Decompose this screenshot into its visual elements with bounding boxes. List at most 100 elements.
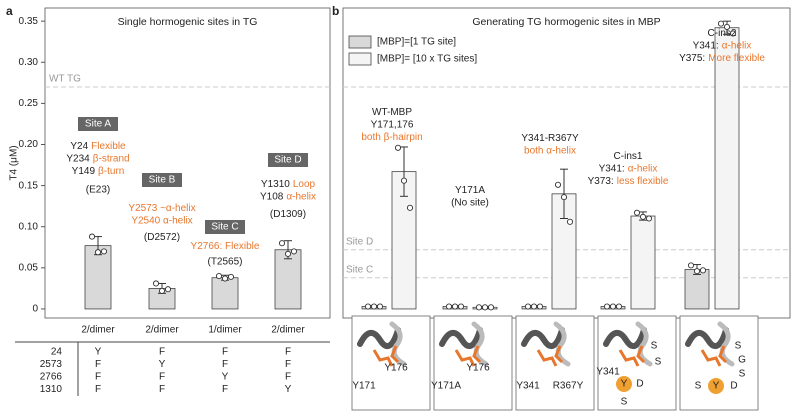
- annotation-segment: α-helix: [722, 40, 752, 51]
- x-tick-label: 1/dimer: [208, 325, 242, 336]
- x-tick-label: 2/dimer: [271, 325, 305, 336]
- data-point: [633, 209, 641, 216]
- structure-label: Y341: [596, 367, 620, 378]
- data-point: [364, 303, 372, 310]
- annotation: Y171A: [455, 185, 485, 196]
- annotation-segment: Loop: [293, 179, 316, 190]
- x-tick-label: 2/dimer: [81, 325, 115, 336]
- annotation-segment: (D2572): [144, 232, 180, 243]
- data-point: [164, 286, 172, 293]
- structure-label: S: [695, 381, 702, 392]
- table-cell: F: [95, 384, 101, 395]
- data-point: [645, 215, 653, 222]
- structure-label: S: [735, 341, 742, 352]
- annotation: Y24 Flexible: [70, 141, 126, 152]
- data-point: [475, 304, 483, 311]
- annotation: Y2540 α-helix: [131, 215, 192, 226]
- structure-label: Y: [621, 379, 628, 390]
- data-point: [603, 303, 611, 310]
- data-point: [227, 273, 235, 280]
- annotation-segment: Y171A: [455, 185, 485, 196]
- structure-label: G: [738, 355, 746, 366]
- annotation-segment: Y341-R367Y: [521, 133, 579, 144]
- table-cell: 2766: [40, 372, 63, 383]
- residue-circle: [708, 378, 724, 394]
- data-point: [487, 304, 495, 311]
- annotation: Y149 β-turn: [72, 166, 125, 177]
- structure-label: D: [636, 379, 643, 390]
- side-chain: [618, 345, 646, 367]
- data-point: [100, 248, 108, 255]
- annotation-segment: Y108: [260, 191, 284, 202]
- legend-label: [MBP]=[1 TG site]: [377, 37, 456, 48]
- data-point: [530, 303, 538, 310]
- x-tick-label: 2/dimer: [145, 325, 179, 336]
- y-tick-label: 0.30: [19, 57, 39, 68]
- side-chain: [372, 345, 400, 367]
- annotation-segment: α-helix: [286, 191, 316, 202]
- annotation: (No site): [451, 197, 489, 208]
- data-point: [278, 240, 286, 247]
- annotation-segment: C-ins2: [708, 28, 737, 39]
- backbone: [603, 327, 647, 349]
- table-cell: Y: [222, 372, 229, 383]
- site-box-label: Site B: [149, 175, 176, 186]
- structure-label: Y176: [466, 363, 490, 374]
- structure-label: Y171: [352, 381, 376, 392]
- table-cell: F: [95, 359, 101, 370]
- annotation-segment: (No site): [451, 197, 489, 208]
- annotation: Y2766: Flexible: [191, 241, 260, 252]
- annotation-segment: Y234: [66, 153, 90, 164]
- bar: [211, 277, 239, 310]
- table-cell: F: [285, 372, 291, 383]
- data-point: [290, 248, 298, 255]
- annotation-segment: Y341:: [599, 163, 625, 174]
- site-box: [268, 153, 308, 167]
- y-tick-label: 0.05: [19, 262, 39, 273]
- data-point: [88, 233, 96, 240]
- bar: [630, 215, 656, 310]
- y-tick-label: 0.35: [19, 16, 39, 27]
- annotation-segment: Y2766: Flexible: [191, 241, 260, 252]
- data-point: [524, 303, 532, 310]
- annotation: WT-MBP: [372, 107, 412, 118]
- annotation-segment: α-helix: [628, 163, 658, 174]
- panel-title: Single hormogenic sites in TG: [118, 16, 258, 28]
- side-chain: [700, 345, 728, 367]
- structure-label: S: [739, 369, 746, 380]
- data-point: [451, 303, 459, 310]
- site-box-label: Site C: [211, 222, 238, 233]
- annotation-segment: WT-MBP: [372, 107, 412, 118]
- annotation: (D2572): [144, 232, 180, 243]
- data-point: [406, 204, 414, 211]
- structure-label: S: [655, 357, 662, 368]
- data-point: [687, 262, 695, 269]
- data-point: [554, 181, 562, 188]
- site-box-label: Site D: [274, 155, 301, 166]
- annotation: C-ins1: [614, 151, 643, 162]
- site-box: [205, 220, 245, 234]
- table-cell: F: [159, 384, 165, 395]
- annotation-segment: both α-helix: [524, 145, 576, 156]
- annotation: Y375: More flexible: [679, 53, 765, 64]
- y-tick-label: 0.25: [19, 98, 39, 109]
- annotation: (T2565): [207, 256, 242, 267]
- data-point: [609, 303, 617, 310]
- table-cell: F: [285, 347, 291, 358]
- data-point: [729, 30, 737, 37]
- table-cell: F: [222, 347, 228, 358]
- y-tick-label: 0.15: [19, 180, 39, 191]
- structure-label: Y176: [384, 363, 408, 374]
- y-tick-label: 0.10: [19, 221, 39, 232]
- annotation: Y234 β-strand: [66, 153, 129, 164]
- data-point: [560, 194, 568, 201]
- bar: [274, 249, 302, 310]
- data-point: [717, 20, 725, 27]
- data-point: [481, 304, 489, 311]
- data-point: [445, 303, 453, 310]
- annotation: Y1310 Loop: [261, 179, 316, 190]
- data-point: [639, 213, 647, 220]
- legend-label: [MBP]= [10 x TG sites]: [377, 54, 477, 65]
- structure-box: [433, 315, 513, 411]
- annotation-segment: Y24: [70, 141, 88, 152]
